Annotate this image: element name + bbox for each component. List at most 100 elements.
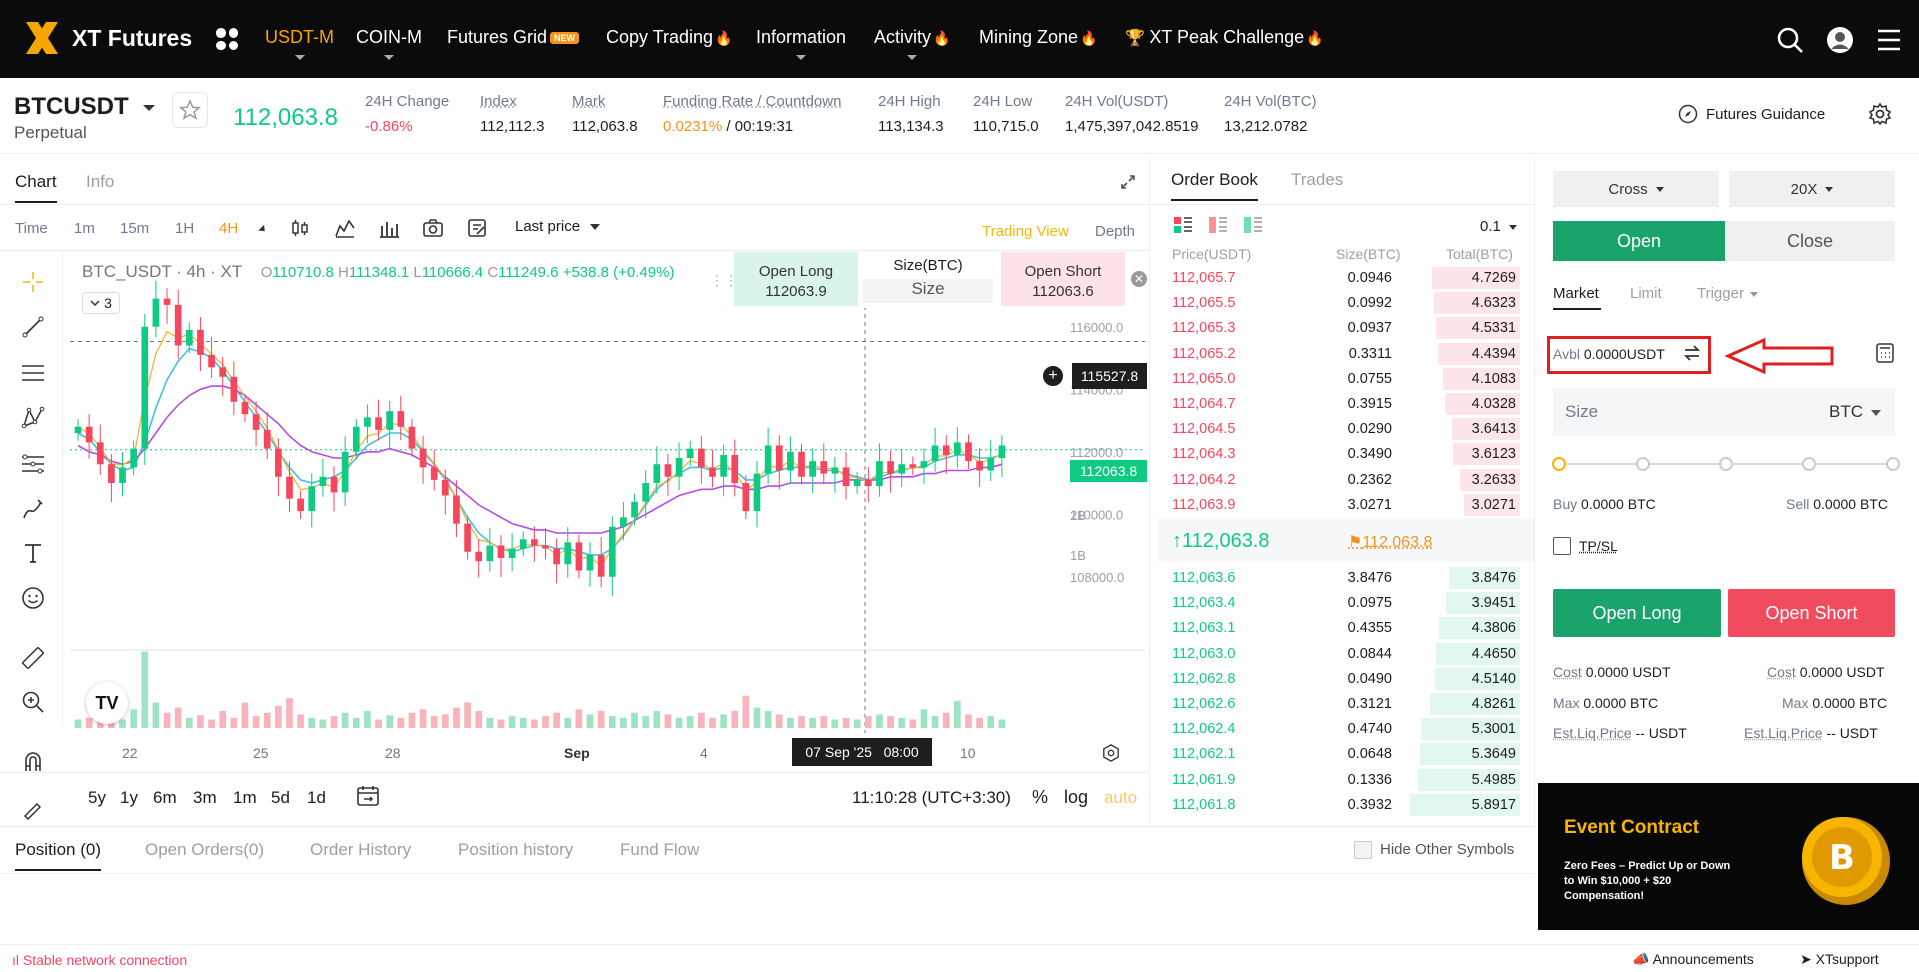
pattern-tool-icon[interactable] — [18, 403, 48, 433]
tab-position-0-[interactable]: Position (0) — [15, 840, 101, 871]
tab-fund-flow[interactable]: Fund Flow — [620, 840, 700, 859]
stat-label-funding-rate-countdown[interactable]: Funding Rate / Countdown — [663, 93, 842, 110]
calculator-icon[interactable] — [1876, 343, 1894, 367]
leverage-dropdown[interactable]: 20X — [1729, 171, 1895, 207]
bid-row[interactable]: 112,062.4 0.4740 5.3001 — [1172, 717, 1520, 742]
size-unit-dropdown[interactable]: BTC — [1829, 402, 1881, 422]
apps-grid-icon[interactable] — [216, 28, 238, 50]
futures-guidance-link[interactable]: Futures Guidance — [1678, 104, 1825, 124]
nav-item-activity[interactable]: Activity 🔥 — [874, 27, 950, 60]
user-avatar-icon[interactable] — [1826, 26, 1854, 58]
tab-trades[interactable]: Trades — [1291, 170, 1344, 189]
slider-step-dot[interactable] — [1636, 457, 1650, 471]
zoom-in-icon[interactable] — [18, 687, 48, 717]
favorite-star-icon[interactable] — [172, 92, 208, 128]
ask-row[interactable]: 112,064.3 0.3490 3.6123 — [1172, 442, 1520, 467]
interval-1h[interactable]: 1H — [175, 220, 195, 237]
ask-row[interactable]: 112,064.7 0.3915 4.0328 — [1172, 392, 1520, 417]
bar-chart-icon[interactable] — [379, 218, 399, 242]
bid-row[interactable]: 112,062.8 0.0490 4.5140 — [1172, 667, 1520, 692]
tab-position-history[interactable]: Position history — [458, 840, 574, 859]
bid-row[interactable]: 112,063.1 0.4355 4.3806 — [1172, 616, 1520, 641]
tab-chart[interactable]: Chart — [15, 172, 57, 203]
quick-open-short-button[interactable]: Open Short 112063.6 — [1001, 252, 1125, 306]
price-type-dropdown[interactable]: Last price — [515, 218, 601, 235]
hamburger-menu-icon[interactable] — [1876, 28, 1902, 56]
interval-4h[interactable]: 4H — [219, 220, 239, 237]
ask-row[interactable]: 112,063.9 3.0271 3.0271 — [1172, 493, 1520, 518]
symbol-selector[interactable]: BTCUSDT — [14, 93, 156, 121]
drag-handle-icon[interactable]: ⋮⋮ — [710, 272, 738, 288]
nav-item-futures-grid[interactable]: Futures Grid NEW — [447, 27, 580, 48]
slider-step-dot[interactable] — [1802, 457, 1816, 471]
ask-row[interactable]: 112,064.5 0.0290 3.6413 — [1172, 417, 1520, 442]
tab-info[interactable]: Info — [86, 172, 115, 191]
chart-settings-icon[interactable] — [1102, 744, 1120, 766]
range-5d[interactable]: 5d — [271, 788, 290, 807]
bid-row[interactable]: 112,061.8 0.3932 5.8917 — [1172, 793, 1520, 818]
bid-row[interactable]: 112,063.6 3.8476 3.8476 — [1172, 566, 1520, 591]
range-1d[interactable]: 1d — [307, 788, 326, 807]
camera-icon[interactable] — [422, 218, 444, 242]
interval-15m[interactable]: 15m — [120, 220, 150, 237]
tradingview-logo[interactable]: TV — [86, 682, 128, 724]
nav-item-information[interactable]: Information — [756, 27, 846, 60]
ask-row[interactable]: 112,065.0 0.0755 4.1083 — [1172, 367, 1520, 392]
margin-mode-dropdown[interactable]: Cross — [1553, 171, 1719, 207]
quick-open-long-button[interactable]: Open Long 112063.9 — [734, 252, 858, 306]
add-alert-icon[interactable]: + — [1042, 365, 1064, 387]
book-both-view-icon[interactable] — [1174, 217, 1192, 237]
magnet-icon[interactable] — [18, 747, 48, 777]
percent-scale-toggle[interactable]: % — [1032, 787, 1049, 807]
size-input[interactable]: Size BTC — [1553, 388, 1895, 436]
ruler-tool-icon[interactable] — [18, 643, 48, 673]
range-6m[interactable]: 6m — [153, 788, 177, 807]
tpsl-checkbox[interactable] — [1553, 537, 1571, 555]
nav-item-mining-zone[interactable]: Mining Zone 🔥 — [979, 27, 1098, 48]
range-5y[interactable]: 5y — [88, 788, 106, 807]
text-tool-icon[interactable] — [18, 538, 48, 568]
slider-step-dot[interactable] — [1552, 457, 1566, 471]
interval-1m[interactable]: 1m — [74, 220, 95, 237]
order-type-market[interactable]: Market — [1553, 285, 1599, 302]
range-1m[interactable]: 1m — [233, 788, 257, 807]
interval-time[interactable]: Time — [15, 220, 48, 237]
bid-row[interactable]: 112,062.1 0.0648 5.3649 — [1172, 742, 1520, 767]
range-3m[interactable]: 3m — [193, 788, 217, 807]
settings-gear-icon[interactable] — [1868, 102, 1892, 130]
candlestick-chart[interactable]: 118000.0116000.0114000.0112000.0110000.0… — [70, 258, 1145, 733]
open-long-button[interactable]: Open Long — [1553, 589, 1721, 637]
search-icon[interactable] — [1776, 26, 1804, 58]
transfer-icon[interactable] — [1683, 344, 1701, 366]
stat-label-index[interactable]: Index — [480, 93, 517, 110]
indicators-icon[interactable] — [334, 218, 356, 242]
tab-order-history[interactable]: Order History — [310, 840, 412, 859]
close-mode-tab[interactable]: Close — [1725, 221, 1895, 261]
ask-row[interactable]: 112,065.7 0.0946 4.7269 — [1172, 266, 1520, 291]
tab-order-book[interactable]: Order Book — [1171, 170, 1258, 201]
fib-tool-icon[interactable] — [18, 449, 48, 479]
open-mode-tab[interactable]: Open — [1553, 221, 1725, 261]
indicator-count-toggle[interactable]: 3 — [82, 292, 120, 314]
bid-row[interactable]: 112,061.9 0.1336 5.4985 — [1172, 768, 1520, 793]
order-type-trigger[interactable]: Trigger — [1697, 285, 1758, 302]
ask-row[interactable]: 112,065.5 0.0992 4.6323 — [1172, 291, 1520, 316]
ask-row[interactable]: 112,065.3 0.0937 4.5331 — [1172, 316, 1520, 341]
announcements-link[interactable]: 📣 Announcements — [1632, 951, 1754, 968]
book-bids-view-icon[interactable] — [1244, 217, 1262, 237]
depth-toggle[interactable]: Depth — [1095, 223, 1136, 240]
support-link[interactable]: ➤ XTsupport — [1800, 951, 1879, 968]
bid-row[interactable]: 112,062.6 0.3121 4.8261 — [1172, 692, 1520, 717]
nav-item-coin-m[interactable]: COIN-M — [356, 27, 422, 60]
bid-row[interactable]: 112,063.0 0.0844 4.4650 — [1172, 642, 1520, 667]
slider-step-dot[interactable] — [1719, 457, 1733, 471]
order-type-limit[interactable]: Limit — [1630, 285, 1662, 302]
range-1y[interactable]: 1y — [120, 788, 138, 807]
nav-item-xt-peak-challenge[interactable]: 🏆 XT Peak Challenge 🔥 — [1125, 27, 1324, 48]
fullscreen-icon[interactable] — [1120, 174, 1136, 194]
ask-row[interactable]: 112,065.2 0.3311 4.4394 — [1172, 342, 1520, 367]
template-edit-icon[interactable] — [467, 218, 487, 242]
hide-other-symbols-checkbox[interactable] — [1354, 841, 1372, 859]
date-range-icon[interactable] — [356, 785, 380, 811]
tradingview-toggle[interactable]: Trading View — [982, 223, 1069, 240]
